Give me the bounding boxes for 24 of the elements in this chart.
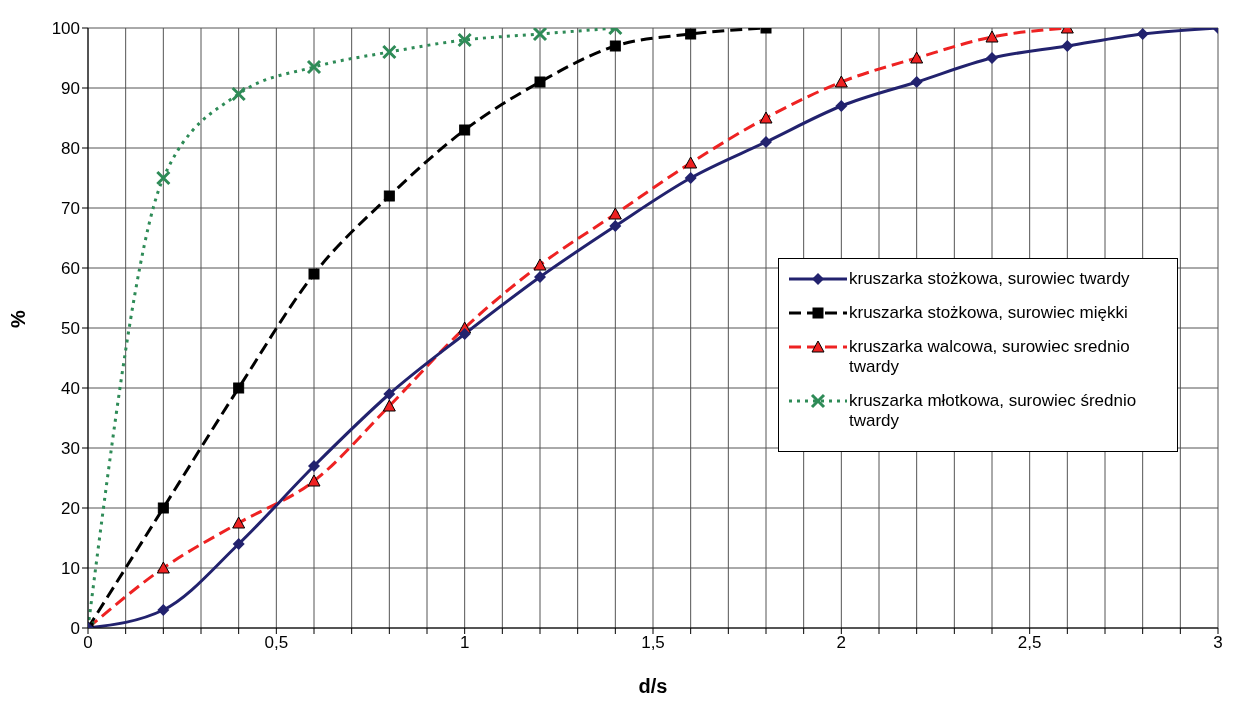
x-tick-label: 2 xyxy=(836,633,847,653)
legend-label: kruszarka stożkowa, surowiec twardy xyxy=(849,269,1130,289)
y-axis-title: % xyxy=(7,310,30,328)
y-tick-label: 90 xyxy=(61,79,80,99)
y-tick-label: 60 xyxy=(61,259,80,279)
legend-label: kruszarka młotkowa, surowiec średnio twardy xyxy=(849,391,1138,431)
legend-label: kruszarka walcowa, surowiec srednio twardy xyxy=(849,337,1131,377)
y-tick-label: 30 xyxy=(61,439,80,459)
y-tick-label: 50 xyxy=(61,319,80,339)
x-tick-label: 1,5 xyxy=(641,633,665,653)
y-tick-label: 20 xyxy=(61,499,80,519)
legend-label: kruszarka stożkowa, surowiec miękki xyxy=(849,303,1128,323)
y-tick-label: 80 xyxy=(61,139,80,159)
y-tick-label: 100 xyxy=(51,19,80,39)
y-tick-label: 70 xyxy=(61,199,80,219)
x-tick-label: 1 xyxy=(459,633,470,653)
x-axis-title: d/s xyxy=(638,675,668,697)
x-tick-label: 2,5 xyxy=(1017,633,1042,653)
x-tick-label: 3 xyxy=(1213,633,1223,653)
y-tick-label: 0 xyxy=(70,619,80,639)
x-tick-label: 0 xyxy=(83,633,93,653)
y-tick-label: 40 xyxy=(61,379,80,399)
x-tick-label: 0,5 xyxy=(264,633,289,653)
y-tick-label: 10 xyxy=(61,559,80,579)
